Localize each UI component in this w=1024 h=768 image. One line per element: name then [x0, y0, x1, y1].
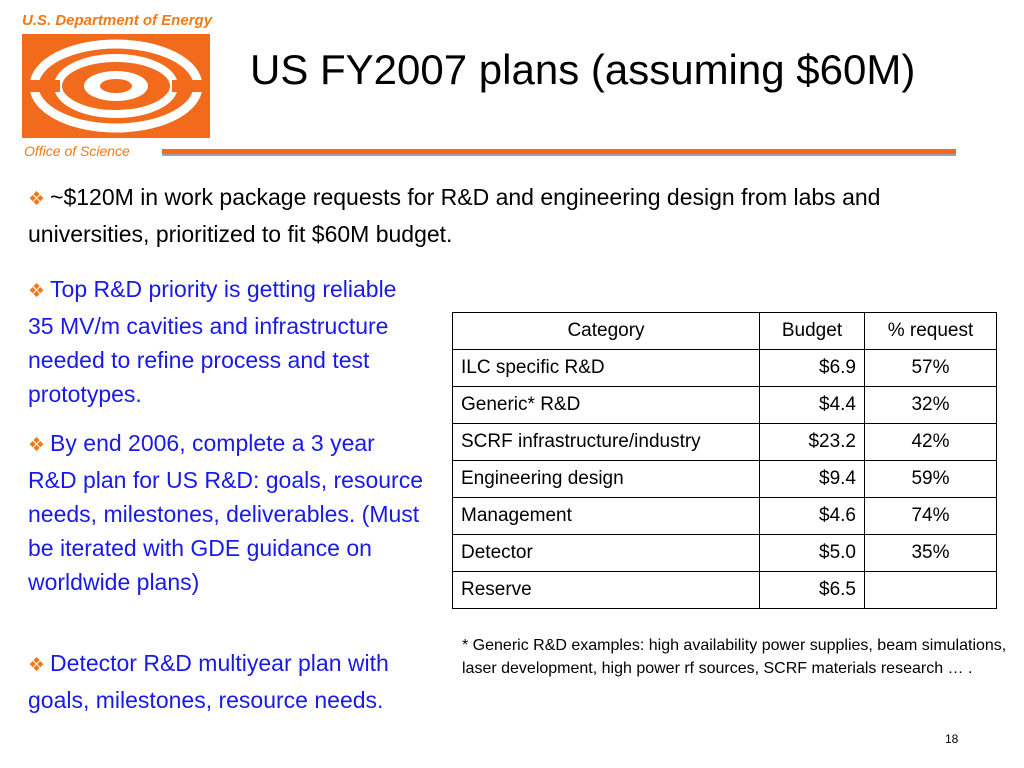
table-footnote: * Generic R&D examples: high availabilit…	[462, 637, 1007, 677]
budget-cell: $23.2	[759, 423, 865, 461]
category-cell: Detector	[452, 534, 760, 572]
budget-cell: $5.0	[759, 534, 865, 572]
table-row: ILC specific R&D $6.9 57%	[452, 349, 997, 387]
column-header-percent-request: % request	[864, 312, 997, 350]
category-cell: SCRF infrastructure/industry	[452, 423, 760, 461]
table-header-row: Category Budget % request	[452, 312, 997, 350]
bullet-budget-requests: ❖ ~$120M in work package requests for R&D…	[28, 180, 1003, 251]
title-divider	[162, 149, 956, 156]
budget-cell: $4.6	[759, 497, 865, 535]
percent-cell: 74%	[864, 497, 997, 535]
bullet-text: Detector R&D multiyear plan with goals, …	[28, 650, 389, 713]
category-cell: Management	[452, 497, 760, 535]
bullet-rd-priority: ❖ Top R&D priority is getting reliable 35…	[28, 272, 423, 411]
category-cell: Generic* R&D	[452, 386, 760, 424]
bullet-rd-plan: ❖ By end 2006, complete a 3 year R&D plan…	[28, 426, 423, 599]
percent-cell: 32%	[864, 386, 997, 424]
budget-cell: $6.5	[759, 571, 865, 609]
budget-table: Category Budget % request ILC specific R…	[452, 312, 997, 609]
percent-cell: 35%	[864, 534, 997, 572]
table-row: Engineering design $9.4 59%	[452, 460, 997, 498]
budget-cell: $9.4	[759, 460, 865, 498]
percent-cell	[864, 571, 997, 609]
table-row: Generic* R&D $4.4 32%	[452, 386, 997, 424]
diamond-four-icon: ❖	[28, 281, 46, 302]
bullet-text: By end 2006, complete a 3 year R&D plan …	[28, 430, 423, 595]
percent-cell: 42%	[864, 423, 997, 461]
diamond-four-icon: ❖	[28, 435, 46, 456]
category-cell: ILC specific R&D	[452, 349, 760, 387]
table-row: SCRF infrastructure/industry $23.2 42%	[452, 423, 997, 461]
diamond-four-icon: ❖	[28, 655, 46, 676]
table-row: Reserve $6.5	[452, 571, 997, 609]
percent-cell: 57%	[864, 349, 997, 387]
budget-cell: $6.9	[759, 349, 865, 387]
column-header-budget: Budget	[759, 312, 865, 350]
page-number: 18	[945, 732, 959, 746]
doe-logo-icon	[22, 34, 210, 138]
category-cell: Engineering design	[452, 460, 760, 498]
bullet-text: Top R&D priority is getting reliable 35 …	[28, 276, 397, 407]
column-header-category: Category	[452, 312, 760, 350]
percent-cell: 59%	[864, 460, 997, 498]
org-name-top: U.S. Department of Energy	[22, 12, 213, 29]
table-row: Management $4.6 74%	[452, 497, 997, 535]
diamond-four-icon: ❖	[28, 189, 46, 210]
bullet-text: ~$120M in work package requests for R&D …	[28, 184, 881, 247]
budget-cell: $4.4	[759, 386, 865, 424]
table-row: Detector $5.0 35%	[452, 534, 997, 572]
page-title: US FY2007 plans (assuming $60M)	[250, 46, 916, 93]
org-name-bottom: Office of Science	[24, 143, 130, 159]
bullet-detector-plan: ❖ Detector R&D multiyear plan with goals,…	[28, 646, 423, 717]
category-cell: Reserve	[452, 571, 760, 609]
